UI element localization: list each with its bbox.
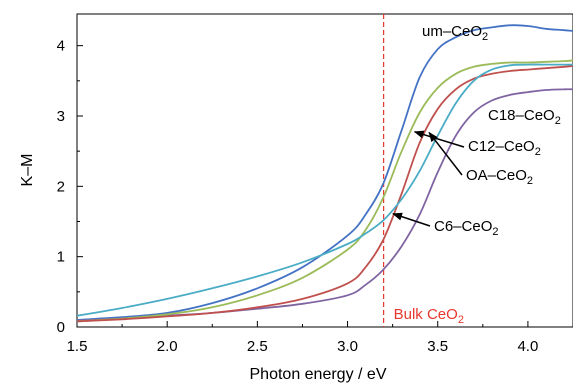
- y-tick-label: 3: [57, 108, 65, 125]
- y-tick-label: 4: [57, 38, 65, 55]
- x-tick-label: 4.0: [517, 338, 538, 355]
- y-tick-label: 1: [57, 249, 65, 266]
- x-tick-label: 3.5: [427, 338, 448, 355]
- x-tick-label: 2.0: [157, 338, 178, 355]
- axes-ticks: 1.5 2.0 2.5 3.0 3.5 4.0 0 1 2 3 4: [57, 38, 539, 355]
- annotation-um-ceo: um–CeO2: [422, 23, 488, 43]
- annotation-arrow-oa-ceo: [428, 131, 463, 176]
- annotation-arrow-c6-ceo: [392, 212, 431, 227]
- series-line-c6-ceo: [76, 63, 573, 317]
- y-axis-label: K–M: [19, 154, 36, 187]
- plot-area: [76, 13, 573, 328]
- y-tick-label: 0: [57, 319, 65, 336]
- x-tick-label: 2.5: [247, 338, 268, 355]
- annotation-c18-ceo: C18–CeO2: [488, 107, 561, 127]
- series-line-c12-ceo: [76, 59, 573, 323]
- series-line-oa-ceo: [76, 65, 573, 323]
- annotation-arrow-c12-ceo: [413, 130, 465, 148]
- annotation-c6-ceo: C6–CeO2: [434, 218, 498, 238]
- y-tick-label: 2: [57, 178, 65, 195]
- series-lines: [76, 24, 573, 323]
- x-axis-label: Photon energy / eV: [250, 366, 387, 383]
- x-tick-label: 1.5: [67, 338, 88, 355]
- annotation-oa-ceo: OA–CeO2: [466, 167, 533, 187]
- series-annotations: um–CeO2 C18–CeO2 C12–CeO2 OA–CeO2 C6–CeO2: [392, 23, 561, 238]
- series-line-um-ceo: [76, 24, 573, 321]
- bulk-ceo2-reference: Bulk CeO2: [383, 14, 464, 327]
- x-tick-label: 3.0: [337, 338, 358, 355]
- bulk-reference-label: Bulk CeO2: [394, 306, 464, 326]
- annotation-c12-ceo: C12–CeO2: [468, 138, 541, 158]
